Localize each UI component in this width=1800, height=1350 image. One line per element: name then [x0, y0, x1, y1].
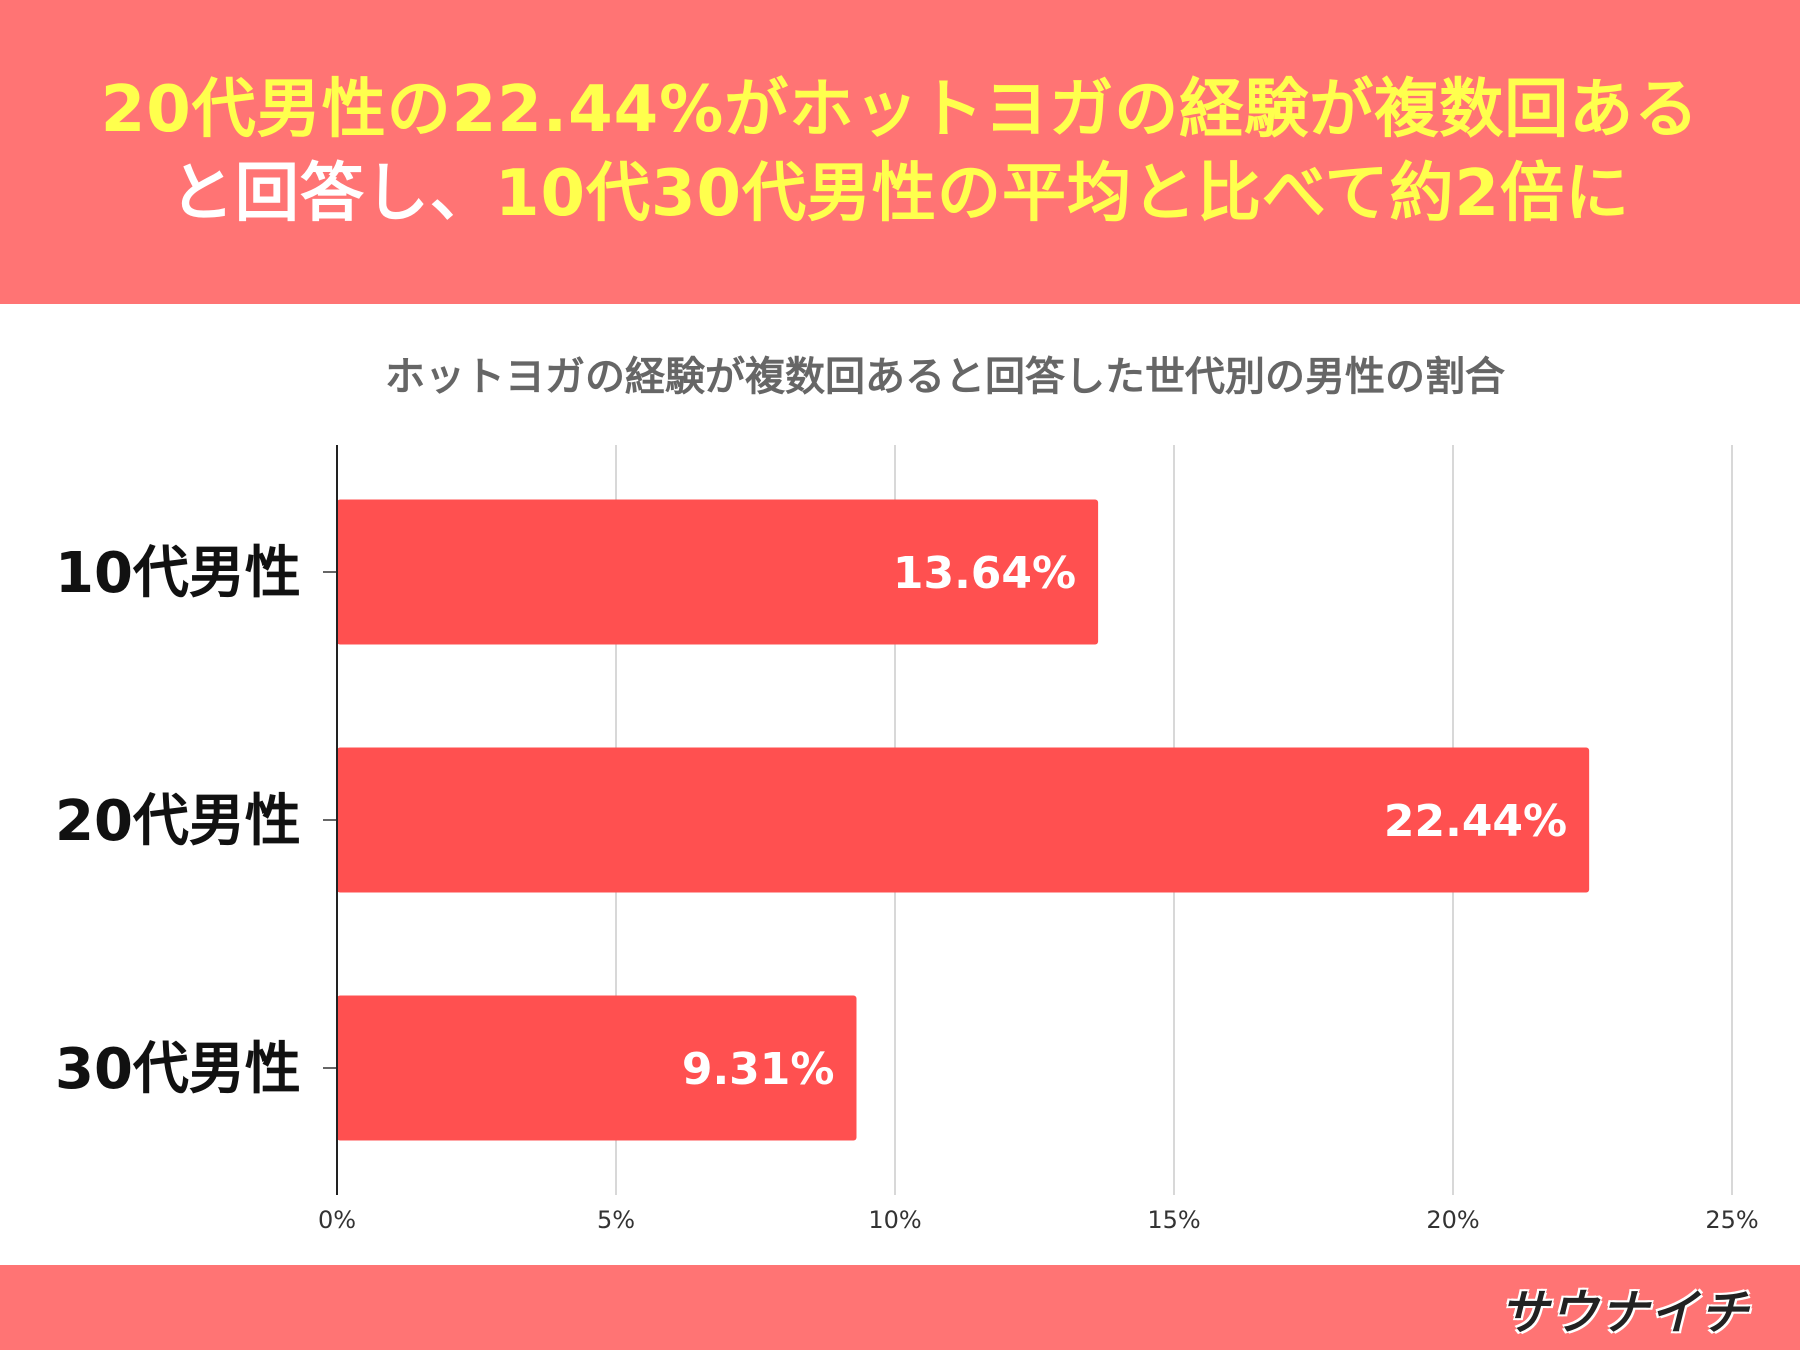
x-tick-label: 0% — [318, 1206, 356, 1234]
bar-value-label: 9.31% — [682, 1044, 835, 1095]
headline-line-1-text: 20代男性の22.44%がホットヨガの経験が複数回ある — [100, 73, 1700, 147]
brand-logo-text: サウナイチ — [1499, 1285, 1750, 1341]
footer-band — [0, 1265, 1800, 1350]
x-tick-label: 25% — [1705, 1206, 1758, 1234]
headline-line-1: 20代男性の22.44%がホットヨガの経験が複数回ある — [0, 68, 1800, 152]
brand-logo: サウナイチ — [1500, 1278, 1750, 1341]
bar — [337, 499, 1099, 645]
bar-value-label: 13.64% — [893, 548, 1076, 599]
category-label: 10代男性 — [55, 541, 301, 606]
x-tick-label: 10% — [868, 1206, 921, 1234]
bar-chart: 0% 5% 10% 15% 20% 25% 13.64% 10代男性 22.44% 20代男性 9.… — [55, 445, 1759, 1234]
chart-title: ホットヨガの経験が複数回あると回答した世代別の男性の割合 — [385, 354, 1505, 400]
category-label: 20代男性 — [55, 789, 301, 854]
bar — [337, 747, 1590, 893]
category-label: 30代男性 — [55, 1037, 301, 1102]
x-tick-label: 15% — [1147, 1206, 1200, 1234]
x-tick-label: 20% — [1426, 1206, 1479, 1234]
headline-line-2-yellow: 10代30代男性の平均と比べて約2倍に — [494, 157, 1631, 231]
headline-line-2: と回答し、10代30代男性の平均と比べて約2倍に — [0, 152, 1800, 236]
headline: 20代男性の22.44%がホットヨガの経験が複数回ある と回答し、10代30代男… — [0, 68, 1800, 236]
header-banner: 20代男性の22.44%がホットヨガの経験が複数回ある と回答し、10代30代男… — [0, 0, 1800, 304]
bar — [337, 995, 857, 1141]
x-tick-label: 5% — [597, 1206, 635, 1234]
headline-line-2-white: と回答し、 — [169, 157, 495, 231]
bar-value-label: 22.44% — [1384, 796, 1567, 847]
